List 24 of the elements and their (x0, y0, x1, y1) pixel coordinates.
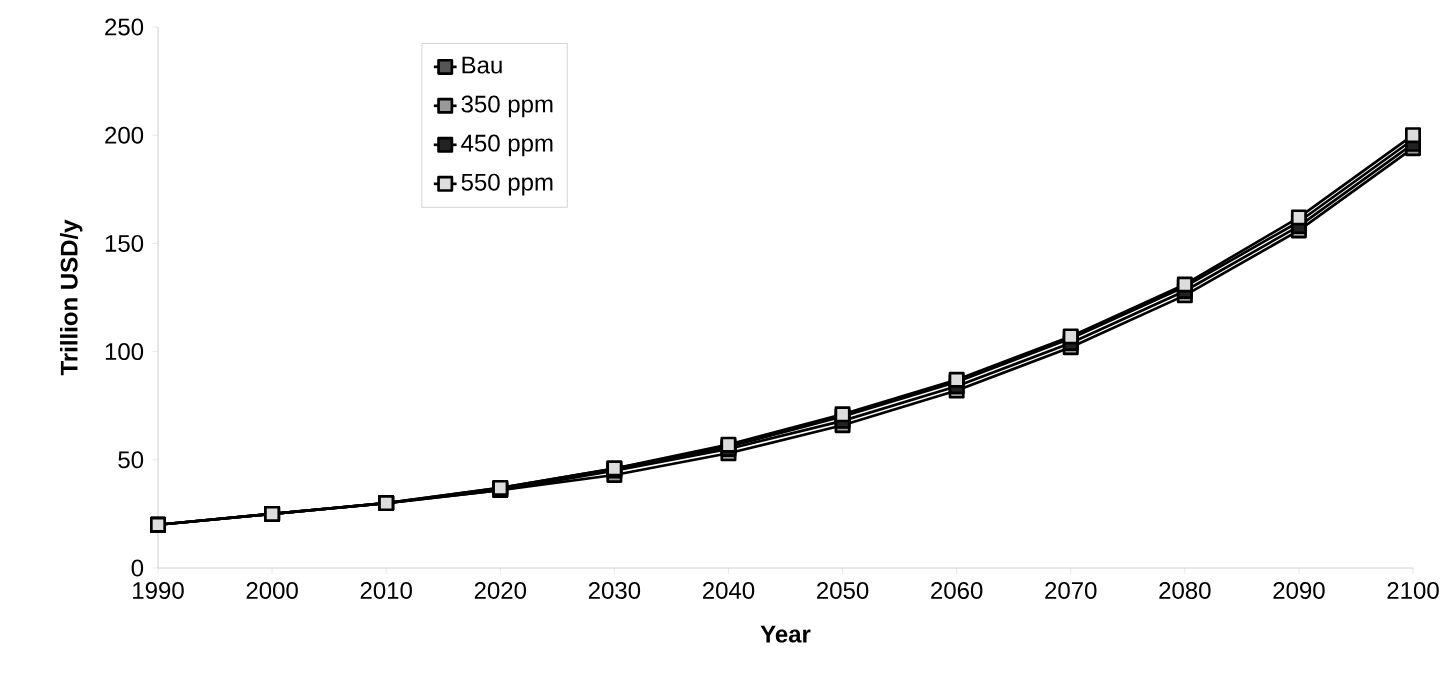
x-tick-label: 2030 (588, 581, 641, 599)
y-axis-title: Trillion USD/y (60, 219, 83, 376)
x-axis-title: Year (760, 625, 811, 643)
x-tick-label: 2040 (702, 581, 755, 599)
x-tick-label: 2000 (246, 581, 298, 599)
x-tick-label: 2020 (474, 581, 527, 599)
legend-label: 350 ppm (461, 95, 553, 118)
y-tick-label: 100 (105, 343, 144, 361)
x-tick-label: 2070 (1045, 581, 1097, 599)
y-tick-label: 50 (118, 451, 144, 469)
y-tick-label: 150 (105, 234, 144, 252)
y-tick-label: 200 (105, 126, 144, 144)
legend-label: Bau (462, 56, 502, 74)
legend-label: 450 ppm (461, 134, 553, 157)
legend-label: 550 ppm (461, 173, 553, 196)
x-tick-label: 2010 (360, 581, 412, 599)
x-tick-label: 2080 (1159, 581, 1211, 599)
x-tick-label: 2050 (817, 581, 869, 599)
x-tick-label: 2090 (1273, 581, 1325, 599)
y-tick-label: 0 (131, 559, 144, 577)
x-tick-label: 2100 (1387, 581, 1439, 599)
x-tick-label: 2060 (931, 581, 983, 599)
y-tick-label: 250 (105, 18, 144, 36)
x-tick-label: 1990 (133, 581, 184, 599)
